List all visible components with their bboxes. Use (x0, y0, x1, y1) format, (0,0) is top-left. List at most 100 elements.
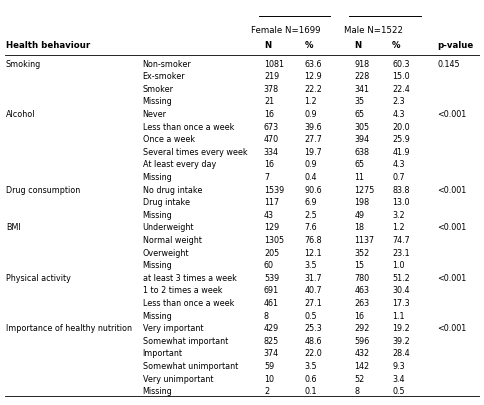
Text: Normal weight: Normal weight (142, 235, 201, 244)
Text: Health behaviour: Health behaviour (6, 40, 90, 50)
Text: 432: 432 (353, 348, 368, 358)
Text: 429: 429 (263, 323, 279, 333)
Text: BMI: BMI (6, 223, 20, 232)
Text: 60.3: 60.3 (392, 60, 409, 68)
Text: 13.0: 13.0 (392, 198, 409, 207)
Text: 2.5: 2.5 (303, 210, 317, 219)
Text: 20.0: 20.0 (392, 122, 409, 131)
Text: 22.0: 22.0 (303, 348, 321, 358)
Text: 27.1: 27.1 (303, 298, 321, 307)
Text: 22.4: 22.4 (392, 85, 409, 94)
Text: 12.9: 12.9 (303, 72, 321, 81)
Text: Smoking: Smoking (6, 60, 41, 68)
Text: 48.6: 48.6 (303, 336, 321, 345)
Text: 8: 8 (263, 311, 268, 320)
Text: Physical activity: Physical activity (6, 273, 71, 282)
Text: 0.1: 0.1 (303, 386, 316, 395)
Text: 129: 129 (263, 223, 279, 232)
Text: 1305: 1305 (263, 235, 284, 244)
Text: Male N=1522: Male N=1522 (343, 26, 402, 35)
Text: 0.5: 0.5 (303, 311, 316, 320)
Text: 1081: 1081 (263, 60, 283, 68)
Text: 90.6: 90.6 (303, 185, 321, 194)
Text: 1 to 2 times a week: 1 to 2 times a week (142, 286, 222, 295)
Text: 1275: 1275 (353, 185, 374, 194)
Text: <0.001: <0.001 (437, 185, 466, 194)
Text: 51.2: 51.2 (392, 273, 409, 282)
Text: <0.001: <0.001 (437, 223, 466, 232)
Text: 263: 263 (353, 298, 368, 307)
Text: 1.2: 1.2 (392, 223, 404, 232)
Text: p-value: p-value (437, 40, 473, 50)
Text: Very unimportant: Very unimportant (142, 374, 213, 383)
Text: Ex-smoker: Ex-smoker (142, 72, 185, 81)
Text: 142: 142 (353, 361, 368, 370)
Text: 9.3: 9.3 (392, 361, 404, 370)
Text: 918: 918 (353, 60, 368, 68)
Text: 74.7: 74.7 (392, 235, 409, 244)
Text: 1137: 1137 (353, 235, 374, 244)
Text: <0.001: <0.001 (437, 273, 466, 282)
Text: 7: 7 (263, 173, 269, 181)
Text: 394: 394 (353, 135, 368, 144)
Text: <0.001: <0.001 (437, 110, 466, 119)
Text: 0.6: 0.6 (303, 374, 316, 383)
Text: 539: 539 (263, 273, 279, 282)
Text: 2.3: 2.3 (392, 97, 404, 106)
Text: 4.3: 4.3 (392, 160, 404, 169)
Text: 198: 198 (353, 198, 368, 207)
Text: Non-smoker: Non-smoker (142, 60, 191, 68)
Text: 1.2: 1.2 (303, 97, 316, 106)
Text: 10: 10 (263, 374, 273, 383)
Text: Female N=1699: Female N=1699 (250, 26, 319, 35)
Text: 0.9: 0.9 (303, 110, 316, 119)
Text: Missing: Missing (142, 210, 172, 219)
Text: 378: 378 (263, 85, 278, 94)
Text: 4.3: 4.3 (392, 110, 404, 119)
Text: 6.9: 6.9 (303, 198, 316, 207)
Text: 60: 60 (263, 260, 273, 269)
Text: 83.8: 83.8 (392, 185, 409, 194)
Text: 65: 65 (353, 110, 363, 119)
Text: 65: 65 (353, 160, 363, 169)
Text: 117: 117 (263, 198, 278, 207)
Text: Importance of healthy nutrition: Importance of healthy nutrition (6, 323, 132, 333)
Text: 31.7: 31.7 (303, 273, 321, 282)
Text: 1.1: 1.1 (392, 311, 404, 320)
Text: 40.7: 40.7 (303, 286, 321, 295)
Text: 3.5: 3.5 (303, 361, 316, 370)
Text: 8: 8 (353, 386, 359, 395)
Text: 3.2: 3.2 (392, 210, 404, 219)
Text: %: % (303, 40, 312, 50)
Text: 0.4: 0.4 (303, 173, 316, 181)
Text: Drug consumption: Drug consumption (6, 185, 80, 194)
Text: 15: 15 (353, 260, 363, 269)
Text: 825: 825 (263, 336, 279, 345)
Text: 691: 691 (263, 286, 278, 295)
Text: 21: 21 (263, 97, 273, 106)
Text: 463: 463 (353, 286, 368, 295)
Text: Missing: Missing (142, 97, 172, 106)
Text: 19.2: 19.2 (392, 323, 409, 333)
Text: 1539: 1539 (263, 185, 284, 194)
Text: 3.4: 3.4 (392, 374, 404, 383)
Text: Missing: Missing (142, 173, 172, 181)
Text: 39.2: 39.2 (392, 336, 409, 345)
Text: N: N (263, 40, 271, 50)
Text: 0.145: 0.145 (437, 60, 459, 68)
Text: 15.0: 15.0 (392, 72, 409, 81)
Text: 3.5: 3.5 (303, 260, 316, 269)
Text: Missing: Missing (142, 260, 172, 269)
Text: 7.6: 7.6 (303, 223, 316, 232)
Text: 780: 780 (353, 273, 368, 282)
Text: %: % (392, 40, 400, 50)
Text: 0.9: 0.9 (303, 160, 316, 169)
Text: Somewhat unimportant: Somewhat unimportant (142, 361, 238, 370)
Text: Missing: Missing (142, 311, 172, 320)
Text: 228: 228 (353, 72, 369, 81)
Text: 1.0: 1.0 (392, 260, 404, 269)
Text: Important: Important (142, 348, 182, 358)
Text: Less than once a week: Less than once a week (142, 122, 234, 131)
Text: Never: Never (142, 110, 166, 119)
Text: 41.9: 41.9 (392, 147, 409, 156)
